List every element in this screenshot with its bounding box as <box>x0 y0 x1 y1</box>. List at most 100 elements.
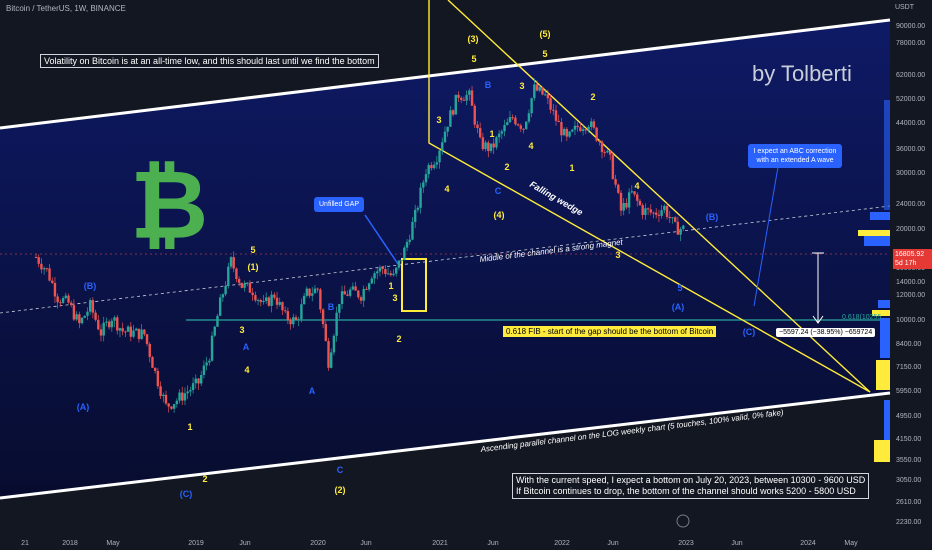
candle-body <box>156 370 160 387</box>
candle-body <box>679 228 682 235</box>
wave-label-yellow: 3 <box>436 115 441 125</box>
y-tick-label: 3550.00 <box>896 457 921 464</box>
candle-body <box>644 208 647 215</box>
y-tick-label: 78000.00 <box>896 40 925 47</box>
wedge-upper-line <box>428 0 871 393</box>
candle-body <box>132 330 135 337</box>
candle-body <box>549 98 552 110</box>
candle-body <box>324 324 327 341</box>
candle-body <box>105 321 108 323</box>
candle-body <box>237 279 241 283</box>
candle-body <box>321 309 325 325</box>
candle-body <box>519 125 522 129</box>
candle-body <box>460 97 463 100</box>
candle-body <box>441 142 444 151</box>
candle-body <box>197 378 200 384</box>
candle-body <box>408 239 411 242</box>
y-tick-label: 10000.00 <box>896 317 925 324</box>
candle-body <box>51 280 54 283</box>
x-tick-label: Jun <box>607 540 618 547</box>
measure-label: −5597.24 (−38.95%) −659724 <box>776 328 876 337</box>
candle-body <box>365 288 368 290</box>
candle-body <box>186 391 189 394</box>
candle-body <box>145 334 149 344</box>
candle-body <box>367 283 371 290</box>
candle-body <box>462 99 466 101</box>
candle-body <box>348 289 352 296</box>
candle-body <box>611 154 615 180</box>
wave-label-yellow: 1 <box>489 129 494 139</box>
candle-body <box>357 290 360 298</box>
y-tick-label: 24000.00 <box>896 201 925 208</box>
candle-body <box>302 295 306 305</box>
wave-label-yellow: 3 <box>615 250 620 260</box>
y-tick-label: 8400.00 <box>896 341 921 348</box>
wave-label-yellow: 2 <box>504 162 509 172</box>
price-tag-value: 16805.92 <box>895 251 925 258</box>
wave-label-yellow: (3) <box>468 34 479 44</box>
wave-label-yellow: (4) <box>494 210 505 220</box>
candle-body <box>265 297 268 301</box>
wave-label-yellow: 3 <box>519 81 524 91</box>
candle-body <box>42 268 46 270</box>
candle-body <box>294 317 298 320</box>
candle-body <box>297 319 300 321</box>
bottom-note: With the current speed, I expect a botto… <box>512 473 870 499</box>
wave-label-blue: (B) <box>84 281 97 291</box>
candle-body <box>638 200 642 206</box>
candle-body <box>446 126 449 132</box>
candle-body <box>308 288 311 296</box>
candle-body <box>229 257 233 267</box>
candle-body <box>503 125 506 132</box>
fib-note: 0.618 FIB - start of the gap should be t… <box>503 326 717 337</box>
candle-body <box>148 343 151 357</box>
gap-box <box>401 258 427 312</box>
candle-body <box>99 329 103 336</box>
y-tick-label: 62000.00 <box>896 72 925 79</box>
candle-body <box>395 267 398 274</box>
candle-body <box>332 335 336 353</box>
candle-body <box>657 214 661 216</box>
volume-profile <box>858 100 890 462</box>
x-tick-label: 2020 <box>310 540 326 547</box>
candle-body <box>137 328 141 339</box>
wave-label-blue: (C) <box>743 327 756 337</box>
candle-body <box>435 162 439 165</box>
candle-body <box>262 300 265 303</box>
y-tick-label: 36000.00 <box>896 146 925 153</box>
candle-body <box>121 328 124 332</box>
candle-body <box>327 340 330 368</box>
candle-body <box>533 84 536 99</box>
candle-body <box>216 315 219 327</box>
candle-body <box>438 150 441 163</box>
candle-body <box>478 128 482 138</box>
candle-body <box>175 400 179 405</box>
candle-body <box>135 328 138 331</box>
candle-body <box>506 122 509 126</box>
candle-body <box>590 121 593 127</box>
candle-body <box>600 141 604 153</box>
candle-body <box>538 87 541 91</box>
candle-body <box>351 286 355 290</box>
candle-body <box>413 209 417 222</box>
wave-label-blue: C <box>337 465 344 475</box>
candle-body <box>232 257 235 269</box>
wave-label-blue: 5 <box>677 283 682 293</box>
wave-label-yellow: 1 <box>187 422 192 432</box>
candle-body <box>630 191 634 193</box>
candle-body <box>283 310 287 312</box>
bottom-note-line-1: With the current speed, I expect a botto… <box>516 475 866 485</box>
candle-body <box>61 297 65 303</box>
candle-body <box>113 317 116 321</box>
wedge-lower-line <box>447 0 871 393</box>
candle-body <box>400 260 403 262</box>
x-tick-label: Jun <box>731 540 742 547</box>
candle-body <box>167 403 170 407</box>
wave-label-yellow: 4 <box>444 184 449 194</box>
wave-label-yellow: 1 <box>569 163 574 173</box>
x-tick-label: Jun <box>239 540 250 547</box>
wave-label-yellow: (2) <box>335 485 346 495</box>
candle-body <box>622 203 625 211</box>
candle-body <box>335 312 338 336</box>
